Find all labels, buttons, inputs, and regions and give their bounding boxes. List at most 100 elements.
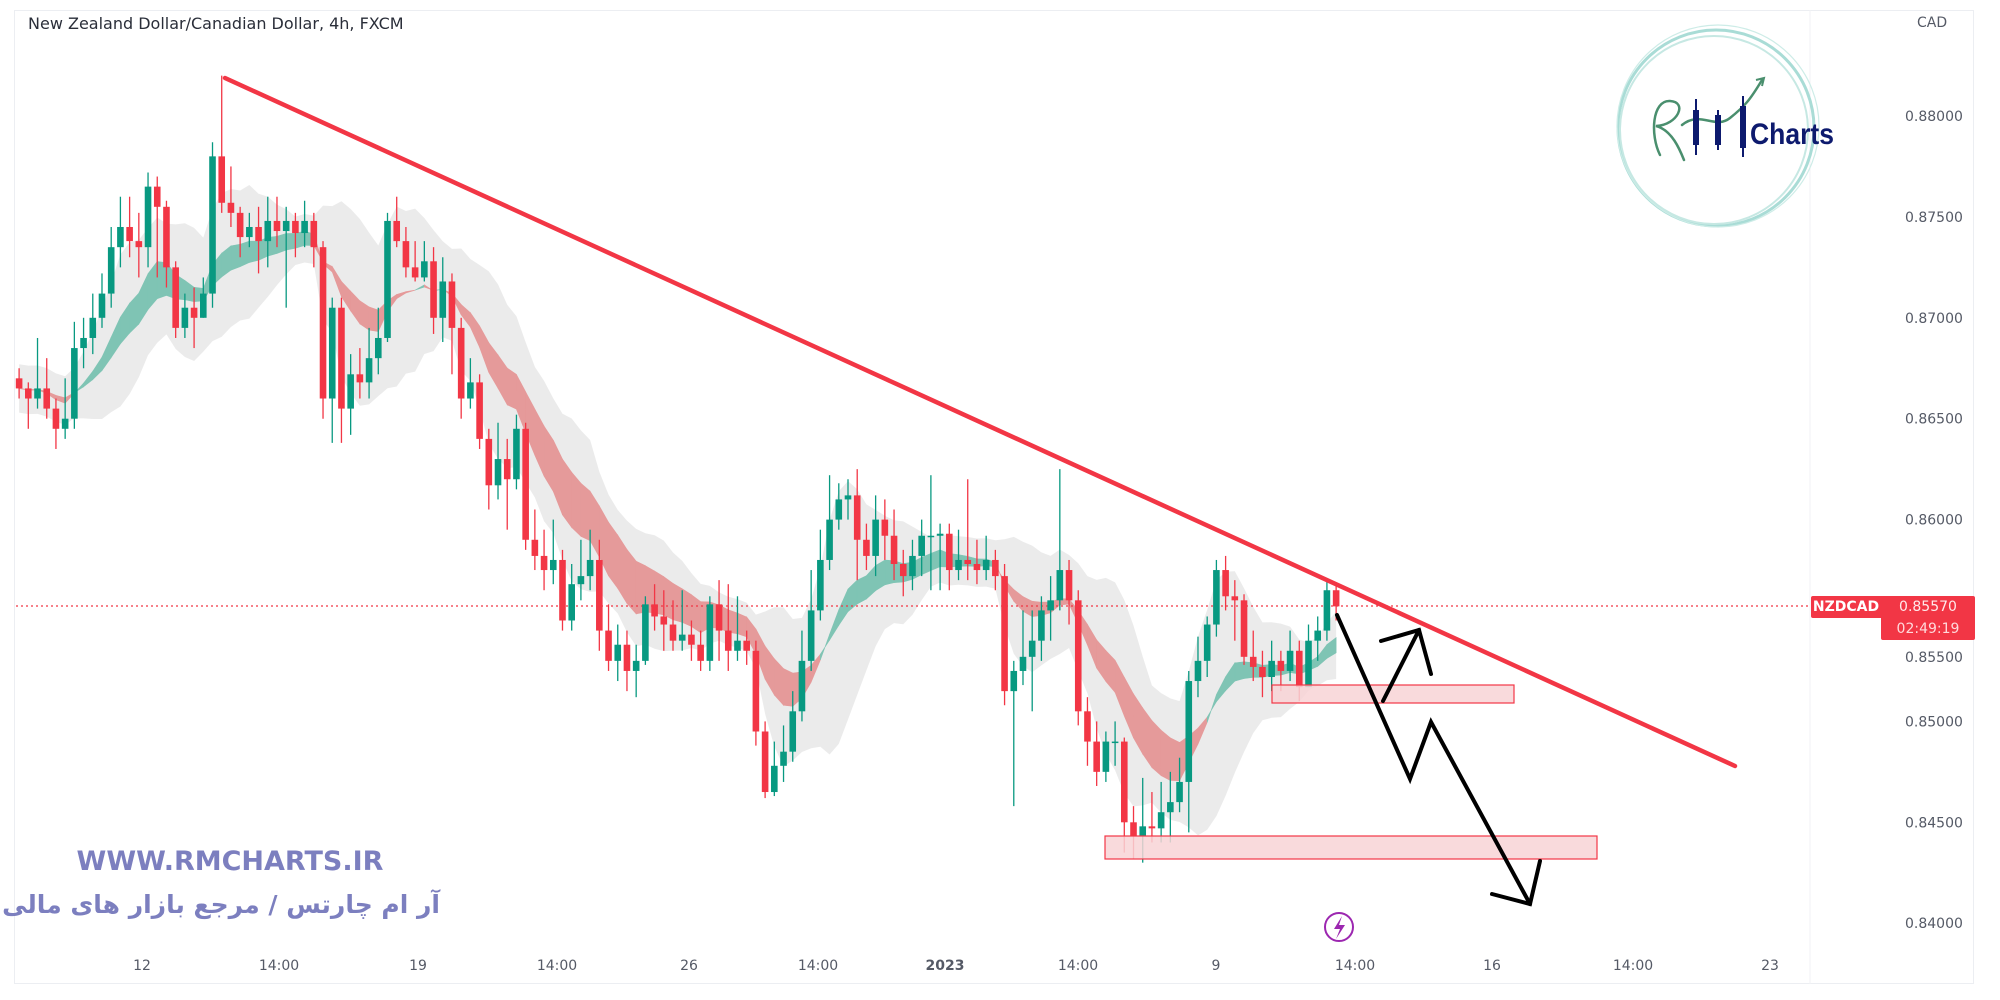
candle-bearish <box>964 479 972 581</box>
candle-bullish <box>264 196 272 268</box>
candle-body <box>1176 781 1183 803</box>
candle-body <box>706 604 714 661</box>
candle-bearish <box>227 166 235 227</box>
candle-body <box>549 559 557 571</box>
support-zone-lower[interactable] <box>1104 835 1598 860</box>
ribbon-segment <box>580 482 591 542</box>
candle-bullish <box>1028 610 1036 712</box>
ribbon-segment <box>783 668 794 707</box>
candle-bearish <box>863 523 870 571</box>
ribbon-segment <box>691 594 701 634</box>
time-tick: 14:00 <box>1613 958 1653 974</box>
time-tick: 16 <box>1483 958 1501 974</box>
candle-bullish <box>1314 616 1322 661</box>
time-tick: 14:00 <box>1058 958 1098 974</box>
candle-body <box>844 495 852 500</box>
candle-body <box>209 156 216 294</box>
candle-body <box>771 765 778 793</box>
chart-title: New Zealand Dollar/Canadian Dollar, 4h, … <box>28 14 404 33</box>
candle-bearish <box>503 438 511 530</box>
candle-body <box>61 418 69 429</box>
candle-body <box>872 519 879 556</box>
candle-bullish <box>1203 616 1211 678</box>
candle-bearish <box>531 509 539 571</box>
candle-bullish <box>614 624 622 682</box>
candle-body <box>715 604 723 631</box>
candle-body <box>1019 656 1027 671</box>
candle-body <box>669 624 677 641</box>
candle-body <box>356 374 364 383</box>
candle-bearish <box>1148 792 1156 843</box>
price-axis[interactable]: 0.88000 0.87500 0.87000 0.86500 0.86000 0.855… <box>1905 109 1963 932</box>
candle-body <box>467 382 474 399</box>
candle-bearish <box>946 523 953 591</box>
candle-body <box>853 495 861 540</box>
candle-bearish <box>190 287 198 349</box>
time-tick: 26 <box>680 958 698 974</box>
lightning-icon[interactable] <box>1324 912 1354 942</box>
candle-body <box>1139 826 1147 837</box>
candle-body <box>71 348 78 419</box>
watermark-tagline: آر ام چارتس / مرجع بازار های مالی <box>2 890 440 919</box>
candle-body <box>292 220 299 234</box>
candle-body <box>688 634 695 645</box>
ribbon-segment <box>239 240 250 268</box>
time-tick: 14:00 <box>798 958 838 974</box>
candle-body <box>881 519 889 536</box>
candle-body <box>1277 660 1285 671</box>
candle-body <box>522 428 529 540</box>
ribbon-segment <box>368 306 379 332</box>
candle-body <box>52 408 60 429</box>
ribbon-segment <box>663 576 674 621</box>
candle-body <box>200 293 207 318</box>
candle-bearish <box>853 469 861 581</box>
candle-body <box>264 220 272 242</box>
candle-body <box>826 519 833 560</box>
candle-body <box>328 307 336 399</box>
time-tick: 9 <box>1212 958 1221 974</box>
projection-arrows[interactable] <box>1335 613 1542 907</box>
watermark-url: WWW.RMCHARTS.IR <box>76 846 384 877</box>
candle-body <box>936 533 944 536</box>
ribbon-segment <box>930 549 941 571</box>
candle-body <box>1332 590 1340 607</box>
candle-body <box>172 267 179 328</box>
descending-trendline[interactable] <box>222 75 1738 769</box>
candle-body <box>457 327 465 399</box>
currency-label: CAD <box>1917 15 1947 31</box>
candle-bearish <box>881 499 889 560</box>
candle-body <box>724 630 732 651</box>
candle-body <box>982 559 990 571</box>
candle-bullish <box>771 741 778 797</box>
candle-body <box>531 539 539 556</box>
candle-body <box>1213 570 1220 625</box>
price-tick: 0.85000 <box>1905 714 1963 730</box>
support-zone-upper[interactable] <box>1271 684 1515 704</box>
candle-body <box>89 317 97 338</box>
ribbon-segment <box>276 233 287 254</box>
candle-bearish <box>660 590 668 651</box>
candle-body <box>282 220 290 232</box>
candle-bullish <box>982 535 990 581</box>
candle-body <box>605 630 612 661</box>
candle-bearish <box>319 241 327 419</box>
candle-bearish <box>688 620 695 661</box>
candle-bearish <box>43 358 51 419</box>
candle-bullish <box>117 196 124 268</box>
price-tick: 0.84500 <box>1905 815 1963 831</box>
candle-body <box>494 459 502 486</box>
candle-bullish <box>1286 630 1294 682</box>
candle-bullish <box>89 293 97 355</box>
candle-body <box>568 584 575 621</box>
candle-body <box>255 226 262 242</box>
candle-body <box>246 226 253 238</box>
ribbon-segment <box>1326 637 1337 659</box>
time-axis[interactable]: 12 14:00 19 14:00 26 14:00 2023 14:00 9 … <box>133 958 1779 974</box>
candle-bearish <box>540 529 548 591</box>
candle-bullish <box>807 570 815 671</box>
candle-body <box>798 660 806 712</box>
candle-bearish <box>393 196 401 248</box>
candle-bullish <box>61 378 69 439</box>
candle-bullish <box>98 273 106 328</box>
